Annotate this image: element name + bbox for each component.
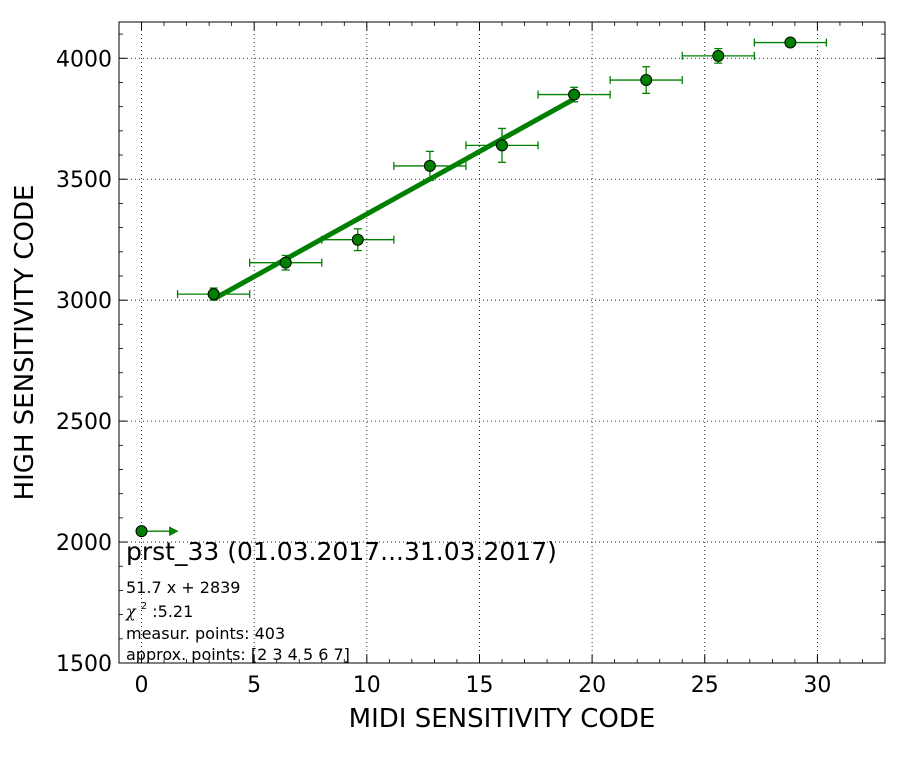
data-point [207,288,220,301]
data-point [712,49,725,62]
annotations: prst_33 (01.03.2017...31.03.2017) 51.7 x… [125,537,557,664]
x-tick-label: 5 [247,673,261,698]
data-point [496,139,508,152]
fit-line [212,96,576,302]
data-point [135,525,148,538]
annotation-approx-points: approx. points: [2 3 4 5 6 7] [126,645,350,664]
tick-labels: 0 5 10 15 20 25 30 1500 2000 2500 3000 3500 4000 [56,47,831,698]
x-tick-label: 25 [691,673,719,698]
y-tick-label: 4000 [56,47,112,72]
data-point [351,233,364,246]
annotation-fit-equation: 51.7 x + 2839 [126,578,240,597]
fit-line-segment [212,96,576,302]
errorbar [393,150,467,182]
y-tick-label: 2500 [56,410,112,435]
chi2-symbol: χ [125,602,137,621]
x-tick-label: 30 [803,673,831,698]
errorbars [141,38,828,536]
y-axis-label: HIGH SENSITIVITY CODE [10,185,40,501]
annotation-chi2: χ 2 :5.21 [125,594,193,621]
data-point [784,36,797,49]
data-point [423,159,436,172]
y-tick-label: 3500 [56,168,112,193]
x-tick-label: 20 [578,673,606,698]
annotation-title: prst_33 (01.03.2017...31.03.2017) [126,537,557,566]
data-point [568,88,581,101]
x-tick-label: 0 [135,673,149,698]
x-tick-label: 15 [465,673,493,698]
data-markers [135,36,797,538]
y-tick-label: 1500 [56,652,112,677]
axis-ticks [118,22,886,664]
chi2-superscript: 2 [141,601,147,612]
y-tick-label: 3000 [56,289,112,314]
x-axis-label: MIDI SENSITIVITY CODE [349,704,656,734]
x-tick-label: 10 [353,673,381,698]
grid [119,22,885,664]
chi2-value: :5.21 [152,602,193,621]
data-point [640,74,653,87]
annotation-measur-points: measur. points: 403 [126,624,285,643]
y-tick-label: 2000 [56,531,112,556]
plot-frame [118,21,886,664]
data-point [279,256,292,269]
